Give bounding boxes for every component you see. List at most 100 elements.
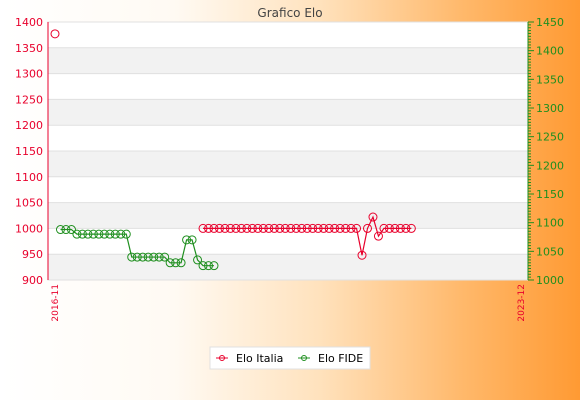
legend-label: Elo FIDE — [318, 352, 363, 365]
grid-band — [48, 254, 528, 280]
legend-marker — [219, 355, 225, 361]
legend: Elo Italia Elo FIDE — [209, 346, 371, 370]
data-point — [341, 223, 351, 233]
series-layer — [50, 29, 416, 271]
left-axis-tick-label: 1250 — [15, 93, 43, 106]
data-point — [182, 235, 192, 245]
grid-band — [48, 47, 528, 74]
data-point — [297, 223, 307, 233]
data-point — [132, 252, 142, 262]
data-point — [368, 212, 378, 222]
data-point — [231, 223, 241, 233]
data-point — [269, 223, 279, 233]
x-axis-tick-label: 2016-11 — [51, 284, 61, 322]
data-point — [291, 223, 301, 233]
data-point — [390, 223, 400, 233]
x-axis-tick-label: 2023-12 — [517, 284, 527, 322]
data-point — [384, 223, 394, 233]
data-point — [275, 223, 285, 233]
data-point — [187, 235, 197, 245]
data-point — [116, 229, 126, 239]
right-axis-tick-label: 1050 — [536, 245, 564, 258]
data-point — [176, 258, 186, 268]
series-elo-italia — [50, 29, 416, 260]
data-point — [193, 255, 203, 265]
data-point — [83, 229, 93, 239]
legend-label: Elo Italia — [236, 352, 283, 365]
left-axis-tick-label: 1000 — [15, 222, 43, 235]
data-point — [50, 29, 60, 39]
data-point — [121, 229, 131, 239]
axis-layer: 900 950 1000 1050 1100 1150 1200 1250 1300 1350 14… — [15, 16, 564, 322]
data-point — [236, 223, 246, 233]
left-axis-tick-label: 1300 — [15, 68, 43, 81]
left-axis-tick-label: 1400 — [15, 16, 43, 29]
data-point — [395, 223, 405, 233]
data-point — [209, 261, 219, 271]
left-axis-tick-label: 1150 — [15, 145, 43, 158]
data-point — [171, 258, 181, 268]
data-point — [105, 229, 115, 239]
left-axis-tick-label: 900 — [22, 274, 43, 287]
right-axis-tick-label: 1350 — [536, 73, 564, 86]
data-point — [313, 223, 323, 233]
right-axis-tick-label: 1400 — [536, 45, 564, 58]
data-point — [379, 223, 389, 233]
data-point — [357, 250, 367, 260]
data-point — [66, 225, 76, 235]
right-axis-tick-label: 1250 — [536, 131, 564, 144]
right-axis-tick-label: 1150 — [536, 188, 564, 201]
data-point — [362, 223, 372, 233]
data-point — [94, 229, 104, 239]
legend-box — [209, 346, 371, 370]
left-axis-tick-label: 1050 — [15, 197, 43, 210]
data-point — [247, 223, 257, 233]
data-point — [198, 261, 208, 271]
data-point — [264, 223, 274, 233]
data-point — [88, 229, 98, 239]
data-point — [138, 252, 148, 262]
data-point — [165, 258, 175, 268]
grid-band — [48, 202, 528, 229]
right-axis-tick-label: 1000 — [536, 274, 564, 287]
grid-band — [48, 151, 528, 177]
left-axis-tick-label: 950 — [22, 248, 43, 261]
left-axis-tick-label: 1100 — [15, 171, 43, 184]
chart-title: Grafico Elo — [257, 6, 322, 20]
right-axis-tick-label: 1450 — [536, 16, 564, 29]
data-point — [77, 229, 87, 239]
data-point — [286, 223, 296, 233]
left-axis-tick-label: 1200 — [15, 119, 43, 132]
data-point — [99, 229, 109, 239]
data-point — [61, 225, 71, 235]
data-point — [242, 223, 252, 233]
data-point — [401, 223, 411, 233]
data-point — [198, 223, 208, 233]
data-point — [253, 223, 263, 233]
grid-layer — [48, 21, 528, 281]
grid-band — [48, 99, 528, 126]
data-point — [330, 223, 340, 233]
legend-marker — [301, 355, 307, 361]
data-point — [308, 223, 318, 233]
data-point — [220, 223, 230, 233]
data-point — [373, 231, 383, 241]
data-point — [335, 223, 345, 233]
right-axis-tick-label: 1300 — [536, 102, 564, 115]
data-point — [352, 223, 362, 233]
right-axis-tick-label: 1100 — [536, 217, 564, 230]
data-point — [346, 223, 356, 233]
data-point — [209, 223, 219, 233]
data-point — [302, 223, 312, 233]
data-point — [55, 225, 65, 235]
series-elo-fide — [55, 225, 219, 271]
data-point — [214, 223, 224, 233]
data-point — [319, 223, 329, 233]
data-point — [406, 223, 416, 233]
data-point — [324, 223, 334, 233]
data-point — [72, 229, 82, 239]
left-axis-tick-label: 1350 — [15, 42, 43, 55]
data-point — [280, 223, 290, 233]
data-point — [143, 252, 153, 262]
data-point — [204, 223, 214, 233]
